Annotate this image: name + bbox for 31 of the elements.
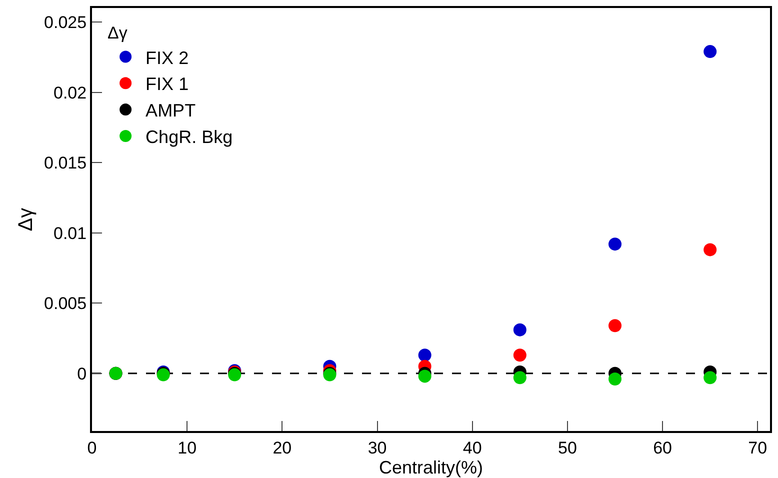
x-tick-label: 70 [748,438,768,458]
point [704,45,717,58]
point [513,323,526,336]
legend-label: FIX 1 [146,74,189,94]
point [608,238,622,251]
x-tick-label: 50 [558,438,577,458]
point [418,370,432,383]
legend-label: AMPT [146,100,196,121]
legend-title: Δγ [108,24,128,43]
x-tick-label: 10 [178,438,197,458]
point [513,348,526,362]
point [513,371,526,384]
y-tick-label: 0.015 [44,154,87,173]
x-axis-title: Centrality(%) [378,457,484,478]
legend-label: ChgR. Bkg [146,126,233,147]
x-tick-label: 20 [272,438,292,458]
x-tick-label: 30 [368,438,387,458]
y-tick-label: 0.02 [54,83,87,102]
point [704,243,717,256]
point [608,372,622,386]
y-tick-label: 0.025 [44,13,87,32]
y-tick-label: 0.01 [54,224,87,243]
y-tick-label: 0.005 [44,294,87,314]
point [704,371,717,384]
x-tick-label: 60 [653,438,672,458]
legend-label: FIX 2 [146,48,189,68]
y-tick-label: 0 [77,364,87,384]
x-tick-label: 40 [462,438,482,458]
y-axis-title: Δγ [15,208,38,232]
point [608,319,622,332]
point [418,348,432,362]
